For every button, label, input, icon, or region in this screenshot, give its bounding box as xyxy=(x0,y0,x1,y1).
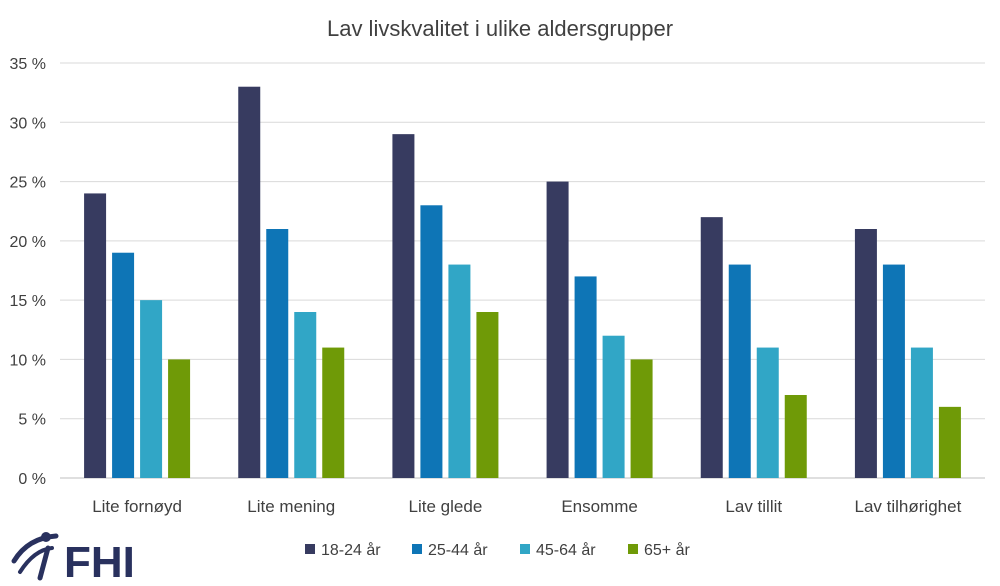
y-tick-label: 30 % xyxy=(10,115,46,132)
x-category-label: Ensomme xyxy=(561,497,638,516)
bar xyxy=(756,347,779,478)
legend-label: 18-24 år xyxy=(321,541,381,559)
fhi-logo-text: FHI xyxy=(64,538,135,586)
bar xyxy=(168,359,191,478)
legend-swatch xyxy=(520,544,530,554)
bar xyxy=(238,86,261,478)
legend-item: 45-64 år xyxy=(520,541,596,559)
bar xyxy=(448,264,471,478)
bar xyxy=(322,347,345,478)
legend-swatch xyxy=(305,544,315,554)
x-category-label: Lite fornøyd xyxy=(92,497,182,516)
bar xyxy=(112,252,135,478)
bar xyxy=(630,359,653,478)
y-tick-label: 5 % xyxy=(18,412,46,429)
bar xyxy=(938,406,961,478)
x-category-label: Lite mening xyxy=(247,497,335,516)
y-tick-label: 20 % xyxy=(10,234,46,251)
chart-title: Lav livskvalitet i ulike aldersgrupper xyxy=(327,16,673,41)
y-tick-label: 10 % xyxy=(10,352,46,369)
bar xyxy=(294,312,317,478)
bar xyxy=(784,395,807,478)
fhi-logo-mark xyxy=(11,532,59,581)
y-tick-label: 15 % xyxy=(10,293,46,310)
bar xyxy=(420,205,443,479)
bar xyxy=(546,181,569,479)
bar xyxy=(882,264,905,478)
bar xyxy=(140,300,163,478)
fhi-logo: FHI xyxy=(11,532,135,586)
bar xyxy=(84,193,107,478)
legend-item: 65+ år xyxy=(628,541,690,559)
legend-swatch xyxy=(628,544,638,554)
gridlines xyxy=(60,62,985,479)
bar xyxy=(728,264,751,478)
legend-label: 25-44 år xyxy=(428,541,488,559)
bar xyxy=(574,276,597,478)
bar xyxy=(910,347,933,478)
x-axis-categories: Lite fornøyd Lite mening Lite glede Ensomme… xyxy=(92,497,961,516)
bars xyxy=(84,86,961,479)
y-tick-label: 35 % xyxy=(10,56,46,73)
y-tick-label: 0 % xyxy=(18,471,46,488)
legend: 18-24 år 25-44 år 45-64 år 65+ år xyxy=(305,541,690,559)
x-category-label: Lav tilhørighet xyxy=(855,497,962,516)
legend-item: 18-24 år xyxy=(305,541,381,559)
legend-label: 45-64 år xyxy=(536,541,596,559)
bar xyxy=(602,335,625,478)
bar xyxy=(700,217,723,478)
bar xyxy=(854,229,877,478)
y-tick-label: 25 % xyxy=(10,175,46,192)
x-category-label: Lav tillit xyxy=(725,497,782,516)
legend-item: 25-44 år xyxy=(412,541,488,559)
bar xyxy=(476,312,499,478)
bar xyxy=(266,229,289,478)
legend-label: 65+ år xyxy=(644,541,690,559)
bar xyxy=(392,134,415,478)
x-category-label: Lite glede xyxy=(409,497,483,516)
y-axis-ticks: 0 % 5 % 10 % 15 % 20 % 25 % 30 % 35 % xyxy=(10,56,46,488)
legend-swatch xyxy=(412,544,422,554)
